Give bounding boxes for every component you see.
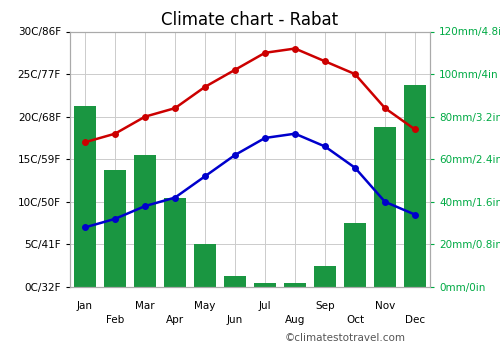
Text: Jan: Jan [77,301,93,311]
Bar [194,244,216,287]
Text: Dec: Dec [405,315,425,325]
Bar [134,155,156,287]
Bar [404,85,426,287]
Text: May: May [194,301,216,311]
Text: Sep: Sep [315,301,335,311]
Bar [344,223,366,287]
Bar [104,170,126,287]
Text: Nov: Nov [375,301,395,311]
Text: Oct: Oct [346,315,364,325]
Bar [284,283,306,287]
Title: Climate chart - Rabat: Climate chart - Rabat [162,10,338,29]
Bar [314,266,336,287]
Bar [224,276,246,287]
Bar [254,283,276,287]
Bar [74,106,96,287]
Text: Jul: Jul [258,301,272,311]
Text: Feb: Feb [106,315,124,325]
Text: Apr: Apr [166,315,184,325]
Text: Mar: Mar [135,301,155,311]
Text: ©climatestotravel.com: ©climatestotravel.com [285,333,406,343]
Bar [164,197,186,287]
Bar [374,127,396,287]
Text: Jun: Jun [227,315,243,325]
Text: Aug: Aug [285,315,305,325]
